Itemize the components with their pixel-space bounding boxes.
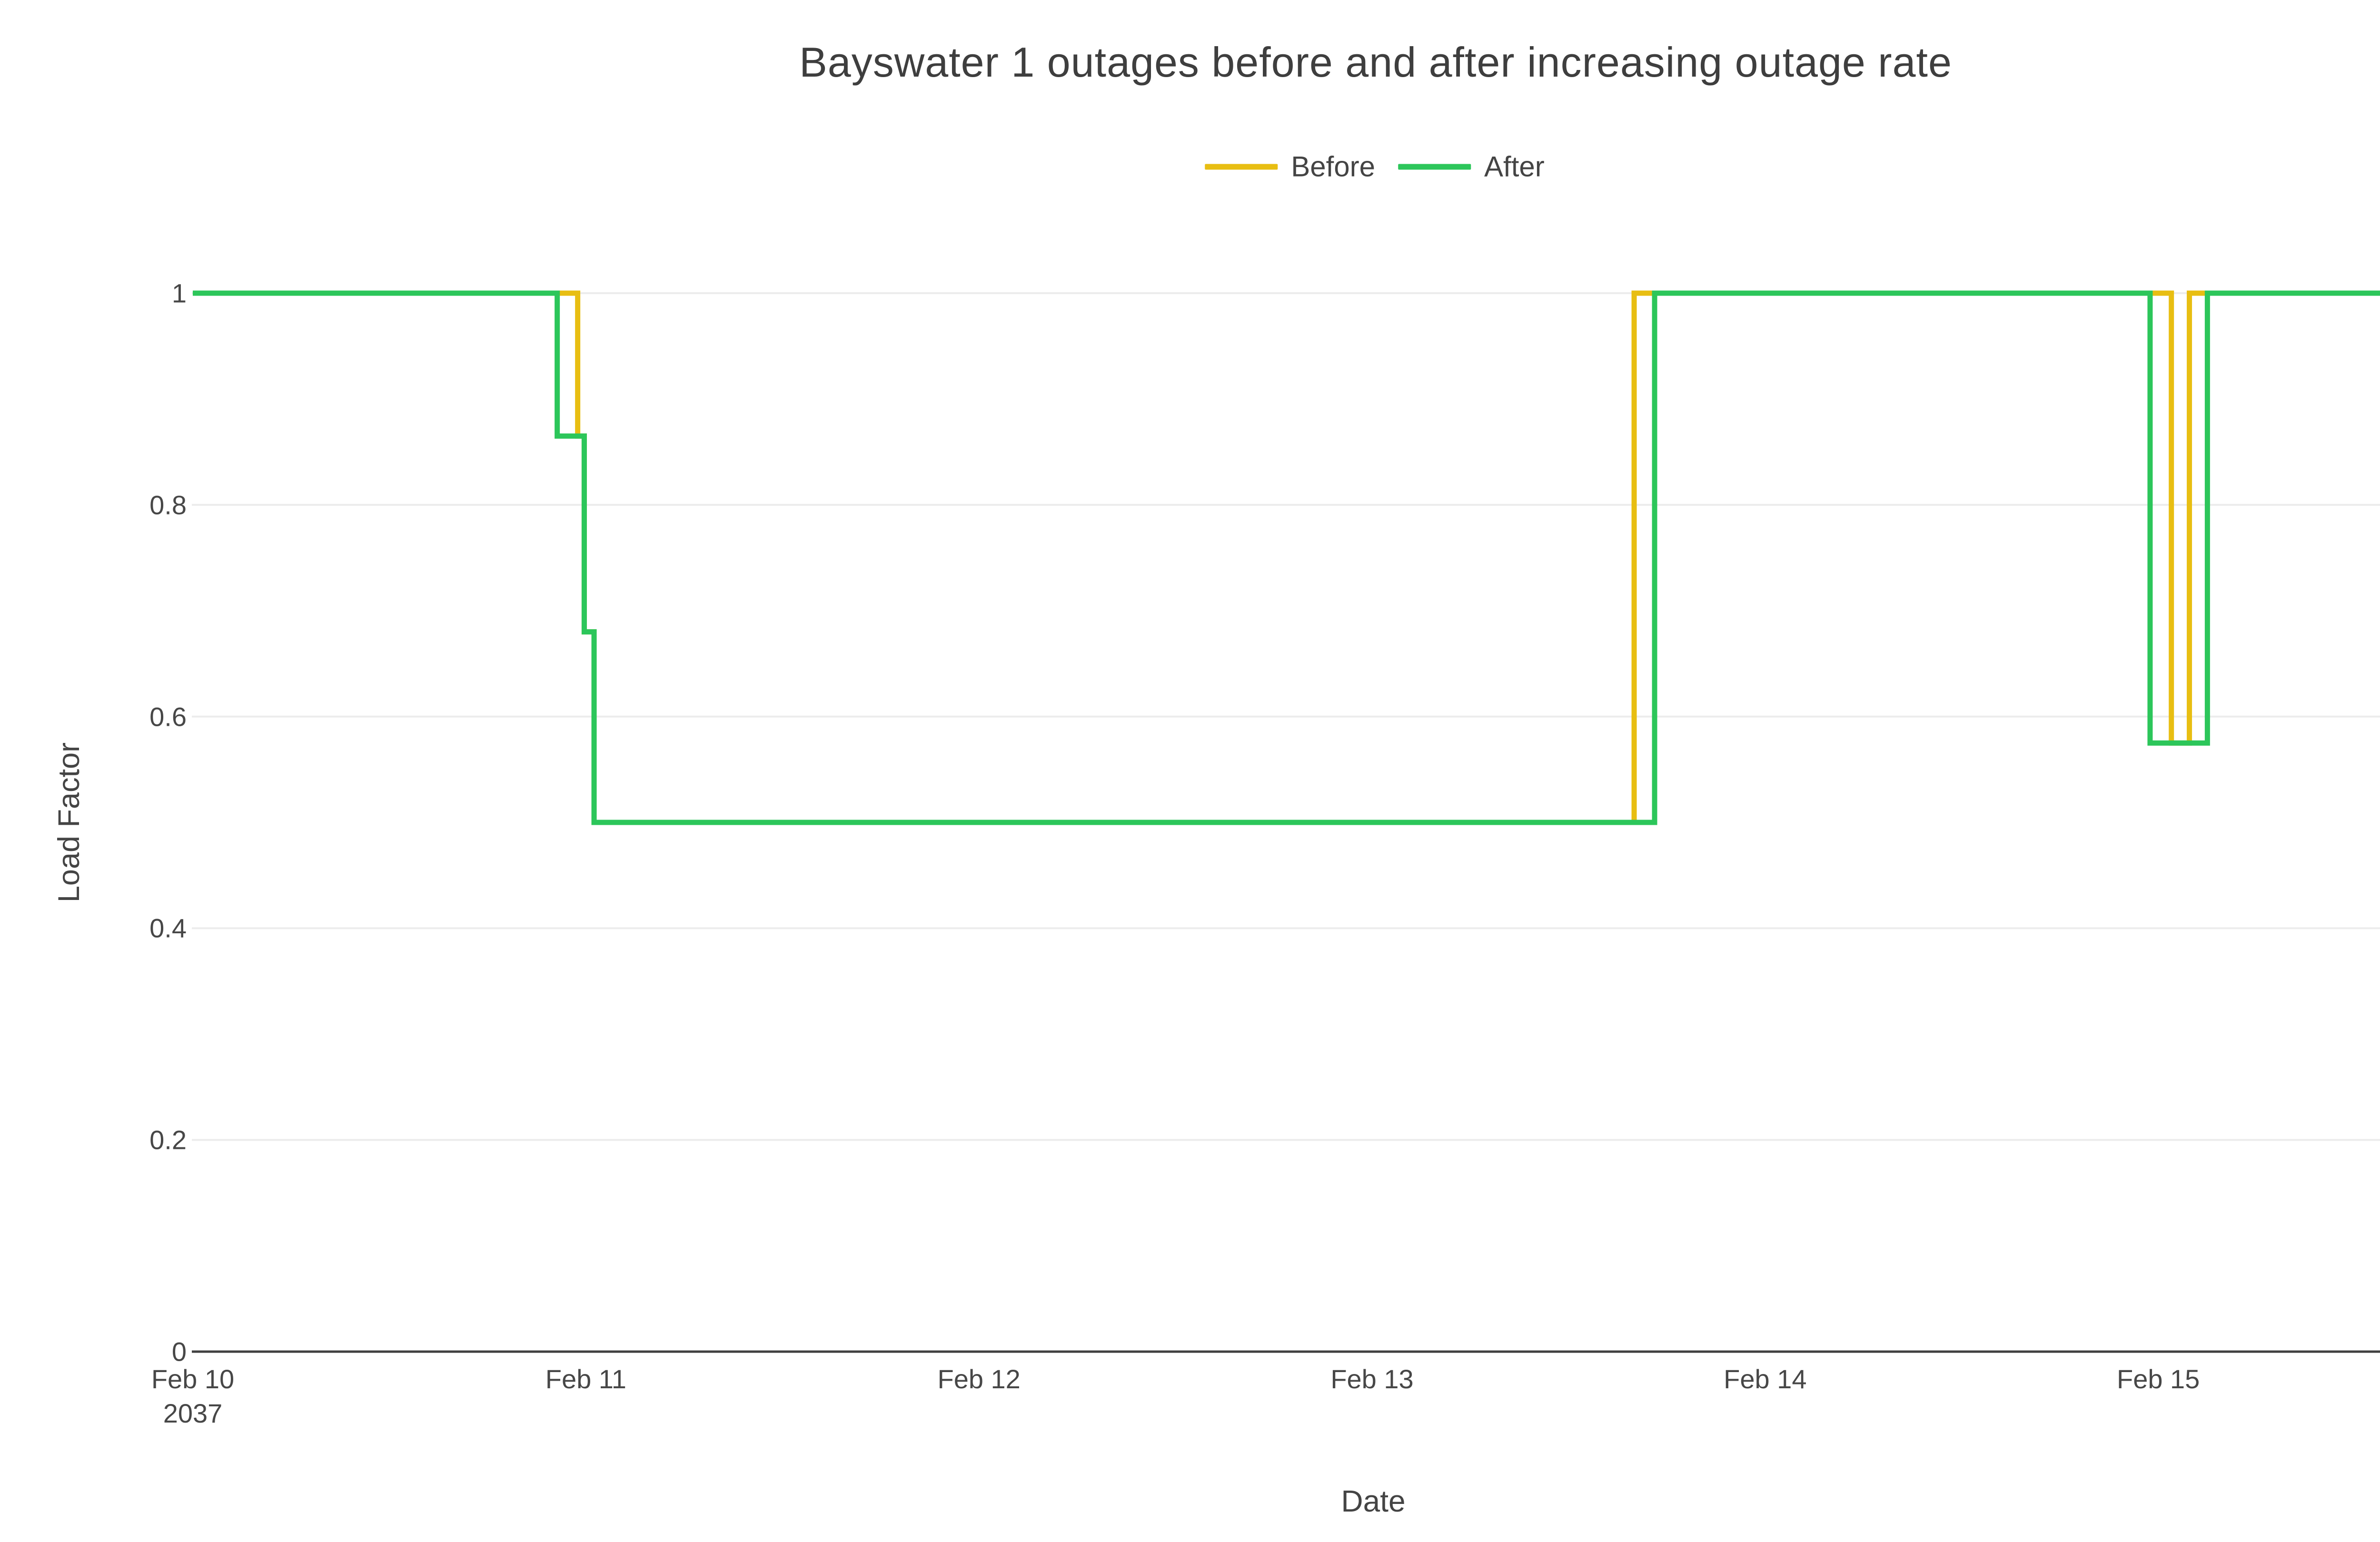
legend-item-after: After — [1398, 150, 1545, 183]
x-tick-label: Feb 14 — [1724, 1364, 1807, 1394]
series-line-before — [193, 290, 2380, 825]
legend: Before After — [1205, 150, 1545, 183]
x-tick-label: Feb 11 — [545, 1364, 626, 1394]
x-tick-label: Feb 15 — [2116, 1364, 2200, 1394]
x-tick-label: Feb 12 — [937, 1364, 1021, 1394]
x-tick-label: Feb 10 2037 — [151, 1364, 235, 1428]
y-tick-label: 0 — [171, 1336, 187, 1367]
series-line-after — [193, 290, 2380, 825]
x-axis-title: Date — [1341, 1484, 1406, 1518]
series-lines — [193, 290, 2380, 825]
legend-label-before: Before — [1291, 150, 1376, 183]
before-line-swatch-icon — [1205, 164, 1278, 169]
gridlines — [192, 292, 2380, 1141]
y-tick-label: 1 — [171, 278, 187, 308]
legend-item-before: Before — [1205, 150, 1375, 183]
legend-label-after: After — [1484, 150, 1545, 183]
y-tick-label: 0.8 — [149, 490, 187, 520]
y-axis-title: Load Factor — [52, 742, 86, 903]
y-tick-label: 0.6 — [149, 702, 187, 732]
x-tick-label: Feb 13 — [1330, 1364, 1414, 1394]
y-tick-label: 0.4 — [149, 913, 187, 943]
chart-title: Bayswater 1 outages before and after inc… — [799, 39, 1952, 86]
y-tick-label: 0.2 — [149, 1125, 187, 1155]
after-line-swatch-icon — [1398, 164, 1471, 169]
